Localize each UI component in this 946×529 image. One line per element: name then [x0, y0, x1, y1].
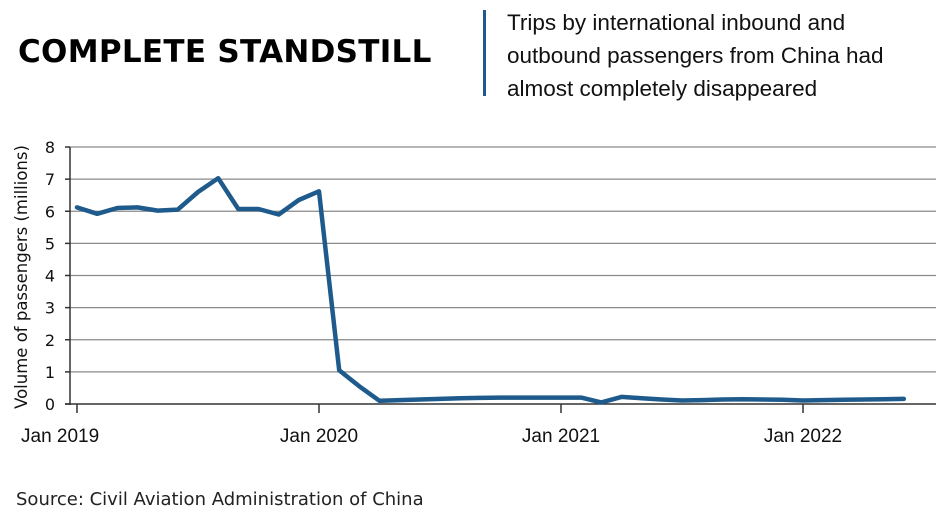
x-tick-label-2020-01: Jan 2020	[280, 426, 358, 447]
source-note: Source: Civil Aviation Administration of…	[16, 489, 424, 510]
subtitle: Trips by international inbound and outbo…	[507, 10, 884, 101]
tick-labels: 0 1 2 3 4 5 6 7 8 Jan 2019 Jan 2020 Jan 2021 Jan 202…	[21, 138, 842, 447]
y-tick-label-8: 8	[45, 138, 55, 157]
y-tick-label-2: 2	[45, 331, 55, 350]
y-tick-label-5: 5	[45, 234, 55, 253]
line-chart: 0 1 2 3 4 5 6 7 8 Jan 2019 Jan 2020 Jan 2021 Jan 202…	[12, 138, 936, 447]
grid-lines	[70, 146, 936, 373]
headline: COMPLETE STANDSTILL	[18, 34, 432, 70]
series-line-0	[74, 175, 907, 405]
y-tick-label-4: 4	[45, 267, 55, 286]
x-tick-label-2022-01: Jan 2022	[764, 426, 842, 447]
y-tick-label-3: 3	[45, 299, 55, 318]
y-axis-label: Volume of passengers (millions)	[12, 145, 31, 409]
y-tick-label-7: 7	[45, 170, 55, 189]
x-tick-label-2021-01: Jan 2021	[522, 426, 600, 447]
x-tick-label-2019-01: Jan 2019	[21, 426, 99, 447]
data-series	[74, 175, 907, 405]
y-tick-label-1: 1	[45, 363, 55, 382]
y-tick-label-0: 0	[45, 395, 55, 414]
axes	[65, 146, 936, 413]
title-divider	[483, 10, 486, 96]
y-tick-label-6: 6	[45, 202, 55, 221]
